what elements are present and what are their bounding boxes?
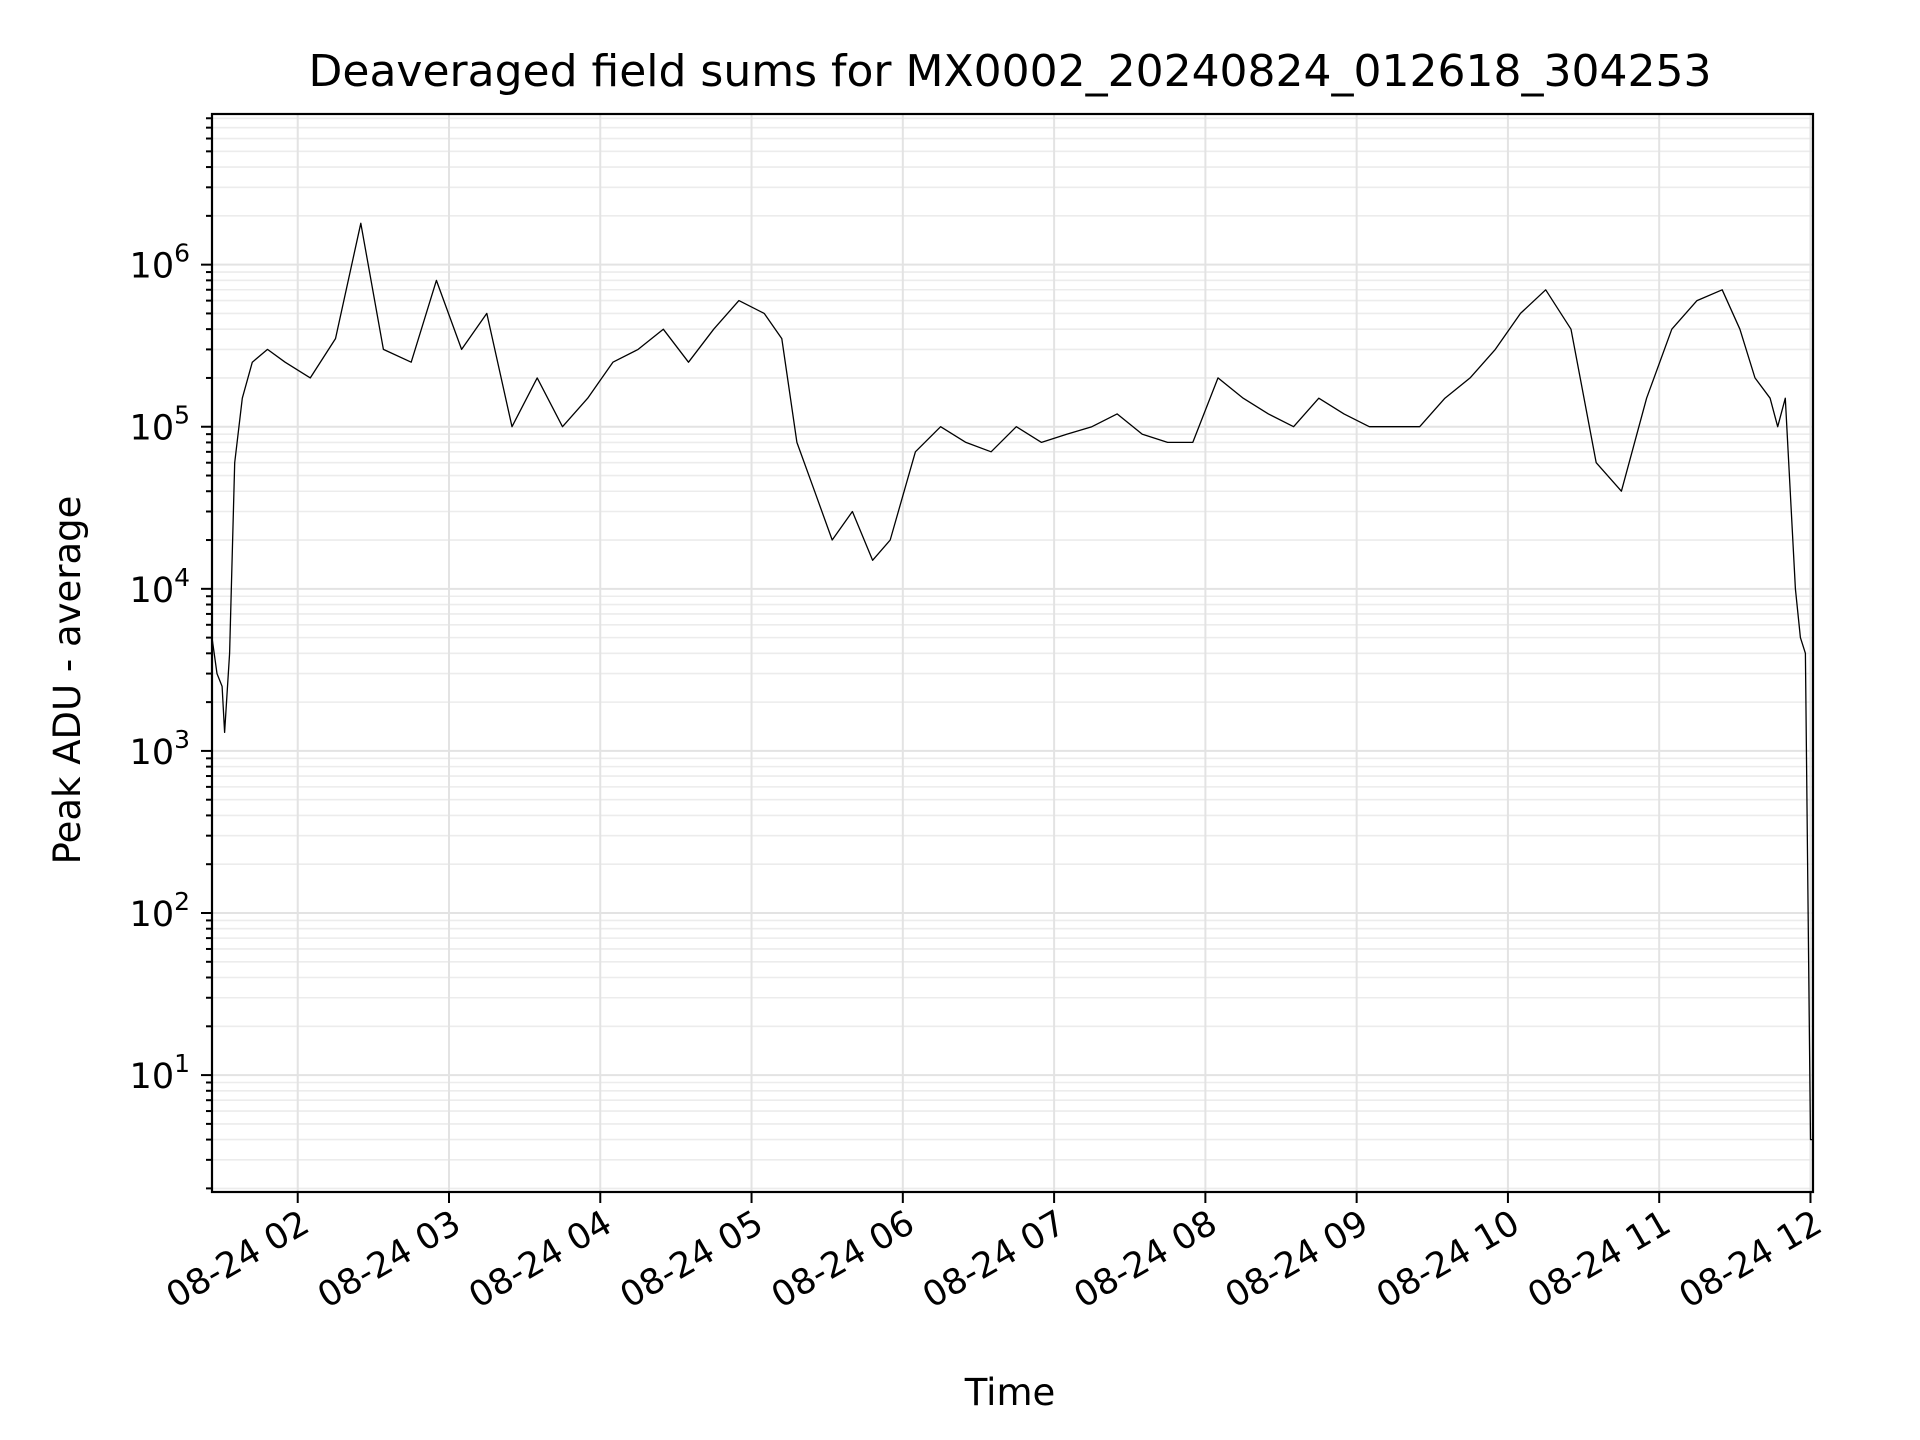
y-axis-label: Peak ADU - average bbox=[46, 496, 89, 865]
series-line bbox=[211, 222, 1813, 1141]
chart-title: Deaveraged field sums for MX0002_2024082… bbox=[309, 46, 1712, 97]
y-tick-label: 105 bbox=[130, 401, 190, 449]
plot-frame bbox=[210, 112, 1815, 1194]
grid bbox=[212, 114, 1813, 1192]
y-tick-label: 103 bbox=[130, 725, 190, 773]
y-tick-label: 106 bbox=[130, 239, 190, 287]
y-tick-label: 104 bbox=[130, 563, 190, 611]
axis-ticks bbox=[201, 117, 1812, 1203]
y-tick-label: 101 bbox=[130, 1049, 190, 1097]
y-tick-label: 102 bbox=[130, 887, 190, 935]
series-layer bbox=[211, 222, 1813, 1141]
x-axis-label: Time bbox=[964, 1371, 1056, 1414]
